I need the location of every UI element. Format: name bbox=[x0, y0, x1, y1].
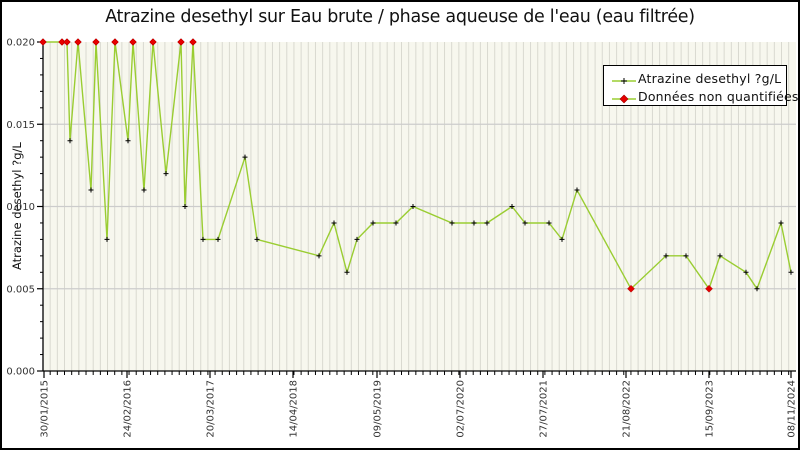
data-point-nonquantified bbox=[705, 284, 713, 293]
data-point bbox=[370, 220, 376, 226]
y-ticks bbox=[37, 41, 43, 372]
data-point bbox=[754, 286, 760, 292]
h-gridlines bbox=[43, 123, 796, 290]
data-point bbox=[683, 253, 689, 259]
x-tick-label: 27/07/2021 bbox=[539, 380, 550, 438]
x-major-ticks bbox=[43, 371, 792, 378]
legend-item-nonquantified: Données non quantifiées bbox=[610, 87, 798, 105]
data-point-nonquantified bbox=[149, 38, 157, 46]
data-point bbox=[743, 269, 749, 275]
x-tick-label: 14/04/2018 bbox=[289, 380, 300, 438]
data-point bbox=[717, 253, 723, 259]
legend-line-plus-icon bbox=[610, 72, 638, 84]
data-point bbox=[471, 220, 477, 226]
data-point-nonquantified bbox=[189, 38, 197, 46]
data-point-nonquantified bbox=[92, 38, 100, 46]
data-point-nonquantified bbox=[129, 38, 137, 46]
x-tick-label: 21/08/2022 bbox=[622, 380, 633, 438]
legend-diamond-icon bbox=[610, 90, 638, 104]
data-point bbox=[200, 236, 206, 242]
data-point bbox=[522, 220, 528, 226]
x-tick-label: 15/09/2023 bbox=[705, 380, 716, 438]
data-point bbox=[788, 269, 794, 275]
data-point bbox=[393, 220, 399, 226]
data-point bbox=[67, 138, 73, 144]
x-tick-label: 24/02/2016 bbox=[123, 380, 134, 438]
x-tick-label: 20/03/2017 bbox=[206, 380, 217, 438]
data-point bbox=[449, 220, 455, 226]
data-point-nonquantified bbox=[627, 284, 635, 293]
legend-item-label: Données non quantifiées bbox=[638, 88, 799, 104]
data-point bbox=[182, 204, 188, 209]
y-tick-label: 0.010 bbox=[6, 202, 35, 213]
y-tick-label: 0.005 bbox=[6, 284, 35, 295]
y-tick-label: 0.020 bbox=[6, 38, 35, 49]
legend-item-series: Atrazine desethyl ?g/L bbox=[610, 69, 782, 87]
data-point bbox=[410, 204, 416, 209]
data-point bbox=[104, 236, 110, 242]
data-point-nonquantified bbox=[177, 38, 185, 46]
x-tick-label: 09/05/2019 bbox=[373, 380, 384, 438]
data-point bbox=[254, 236, 260, 242]
y-tick-label: 0.015 bbox=[6, 120, 35, 131]
data-point bbox=[88, 187, 94, 193]
data-markers bbox=[39, 38, 794, 293]
data-point bbox=[125, 138, 131, 144]
legend: Atrazine desethyl ?g/L Données non quant… bbox=[603, 65, 798, 106]
y-tick-labels: 0.000 0.005 0.010 0.015 0.020 bbox=[6, 38, 35, 378]
data-point bbox=[778, 220, 784, 226]
chart-title: Atrazine desethyl sur Eau brute / phase … bbox=[105, 7, 695, 27]
data-point bbox=[484, 220, 490, 226]
data-point bbox=[344, 269, 350, 275]
data-point bbox=[316, 253, 322, 259]
data-point bbox=[546, 220, 552, 226]
data-point bbox=[559, 236, 565, 242]
x-tick-label: 02/07/2020 bbox=[456, 380, 467, 438]
x-tick-label: 08/11/2024 bbox=[787, 380, 798, 438]
data-point bbox=[574, 187, 580, 193]
data-point-nonquantified bbox=[111, 38, 119, 46]
data-point bbox=[242, 154, 248, 160]
y-tick-label: 0.000 bbox=[6, 367, 35, 378]
data-point bbox=[141, 187, 147, 193]
data-point bbox=[331, 220, 337, 226]
data-point-nonquantified bbox=[39, 38, 47, 46]
legend-item-label: Atrazine desethyl ?g/L bbox=[638, 70, 782, 86]
data-point-nonquantified bbox=[74, 38, 82, 46]
data-point bbox=[163, 171, 169, 177]
data-point bbox=[663, 253, 669, 259]
data-point-nonquantified bbox=[63, 38, 71, 46]
x-tick-labels: 30/01/2015 24/02/2016 20/03/2017 14/04/2018… bbox=[40, 380, 798, 438]
data-point bbox=[509, 204, 515, 209]
x-tick-label: 30/01/2015 bbox=[40, 380, 51, 438]
x-minor-ticks bbox=[49, 371, 790, 375]
data-point bbox=[354, 236, 360, 242]
data-point bbox=[215, 236, 221, 242]
